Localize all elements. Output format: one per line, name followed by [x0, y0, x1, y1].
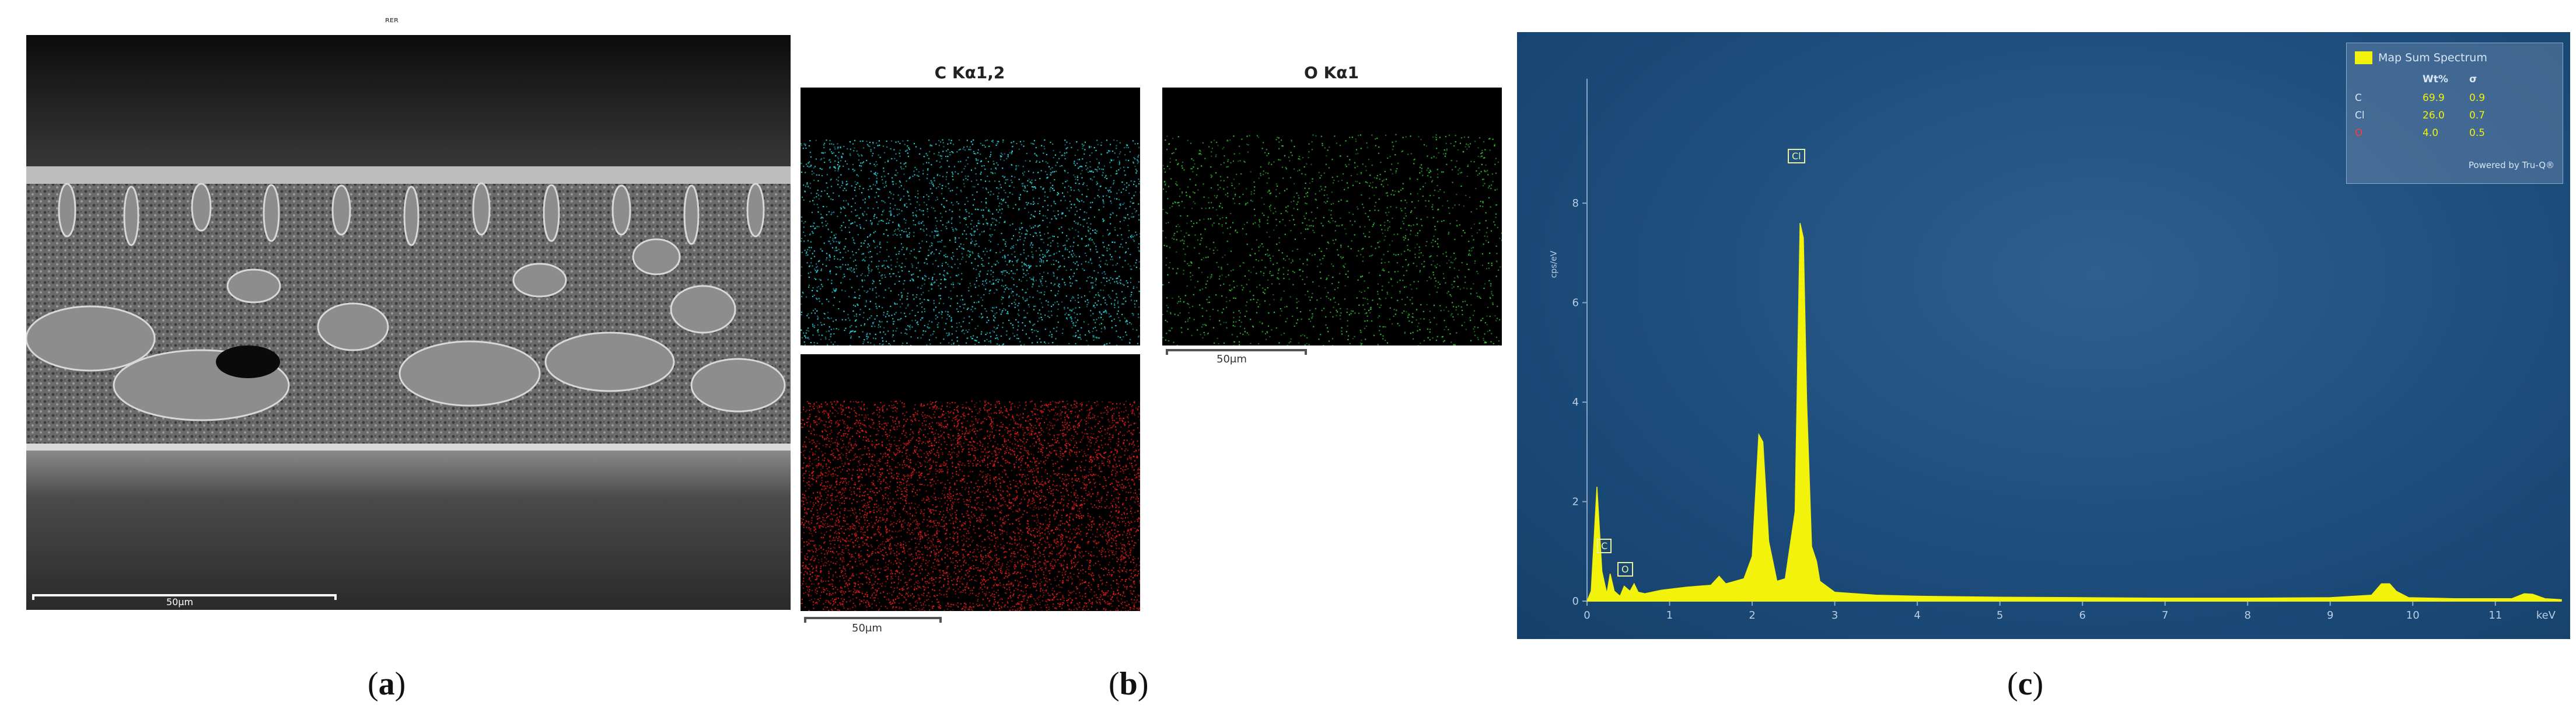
x-tick-label: 10: [2406, 609, 2420, 622]
legend-row-wt: 26.0: [2423, 110, 2445, 121]
sem-top-label: ᴿᴱᴿ: [385, 16, 399, 29]
legend-row-wt: 4.0: [2423, 127, 2439, 139]
sem-micrograph: [26, 35, 791, 610]
element-dots: [801, 139, 1140, 345]
sem-image-panel: 50μm: [26, 35, 791, 610]
y-tick-label: 4: [1572, 396, 1579, 409]
x-tick-label: 2: [1749, 609, 1755, 622]
legend-row-element: C: [2355, 92, 2362, 104]
x-tick-label: 8: [2244, 609, 2250, 622]
legend-row-sigma: 0.9: [2469, 92, 2486, 104]
scale-bar-label-oxygen: 50μm: [1217, 353, 1247, 365]
scale-bar-label: 50μm: [166, 596, 194, 608]
legend-header-wt: Wt%: [2423, 74, 2448, 85]
eds-map-carbon: [801, 88, 1140, 345]
x-tick-label: 7: [2162, 609, 2168, 622]
legend-swatch: [2355, 51, 2372, 64]
eds-spectrum-panel: 0 1 2 3 4 5 6 7 8 9 10 11 keV 0 2 4 6 8 Map Sum Spectrum …: [1517, 32, 2570, 639]
y-tick-label: 6: [1572, 297, 1579, 309]
eds-map-chlorine: [801, 354, 1140, 611]
peak-tag-c: C: [1597, 539, 1612, 553]
carbon-dot-map: [801, 139, 1140, 345]
legend-title: Map Sum Spectrum: [2378, 51, 2487, 64]
legend-row-element: Cl: [2355, 110, 2365, 121]
x-tick-label: 3: [1831, 609, 1838, 622]
y-tick-label: 0: [1572, 595, 1579, 608]
chlorine-dot-map: [801, 400, 1140, 611]
x-tick-label: 1: [1666, 609, 1673, 622]
y-tick-label: 2: [1572, 496, 1579, 508]
peak-tag-cl: Cl: [1788, 149, 1805, 163]
legend-header-sigma: σ: [2469, 74, 2477, 85]
peak-tag-o: O: [1617, 562, 1633, 577]
spectrum-legend: Map Sum Spectrum Wt% σ C 69.9 0.9 Cl 26.…: [2346, 43, 2563, 184]
scale-bar: [32, 594, 337, 600]
x-tick-label: 0: [1584, 609, 1590, 622]
legend-row-sigma: 0.5: [2469, 127, 2486, 139]
legend-row-wt: 69.9: [2423, 92, 2445, 104]
element-dots: [1162, 134, 1502, 345]
x-tick-label: 6: [2079, 609, 2085, 622]
y-axis-label: cps/eV: [1549, 250, 1559, 278]
spectrum-area: [1586, 223, 2562, 602]
x-unit-label: keV: [2536, 609, 2556, 622]
x-tick-label: 9: [2327, 609, 2333, 622]
y-tick-label: 8: [1572, 197, 1579, 210]
x-tick-label: 4: [1914, 609, 1920, 622]
scale-bar-oxygen: [1166, 349, 1307, 355]
scale-bar-label-chlorine: 50μm: [852, 622, 882, 634]
legend-row-sigma: 0.7: [2469, 110, 2486, 121]
legend-row-element: O: [2355, 127, 2363, 139]
caption-b: (b): [1109, 666, 1149, 702]
caption-c: (c): [2007, 666, 2044, 702]
oxygen-dot-map: [1162, 134, 1502, 345]
x-tick-label: 5: [1997, 609, 2003, 622]
spectrum-chart: 0 1 2 3 4 5 6 7 8 9 10 11 keV 0 2 4 6 8: [1572, 79, 2562, 622]
map-title-oxygen: O Kα1: [1304, 63, 1359, 82]
element-dots: [801, 400, 1140, 611]
x-tick-label: 11: [2488, 609, 2502, 622]
caption-a: (a): [368, 666, 406, 702]
map-title-carbon: C Kα1,2: [934, 63, 1005, 82]
scale-bar-chlorine: [804, 617, 942, 623]
legend-footer: Powered by Tru-Q®: [2468, 160, 2554, 170]
eds-map-oxygen: [1162, 88, 1502, 345]
